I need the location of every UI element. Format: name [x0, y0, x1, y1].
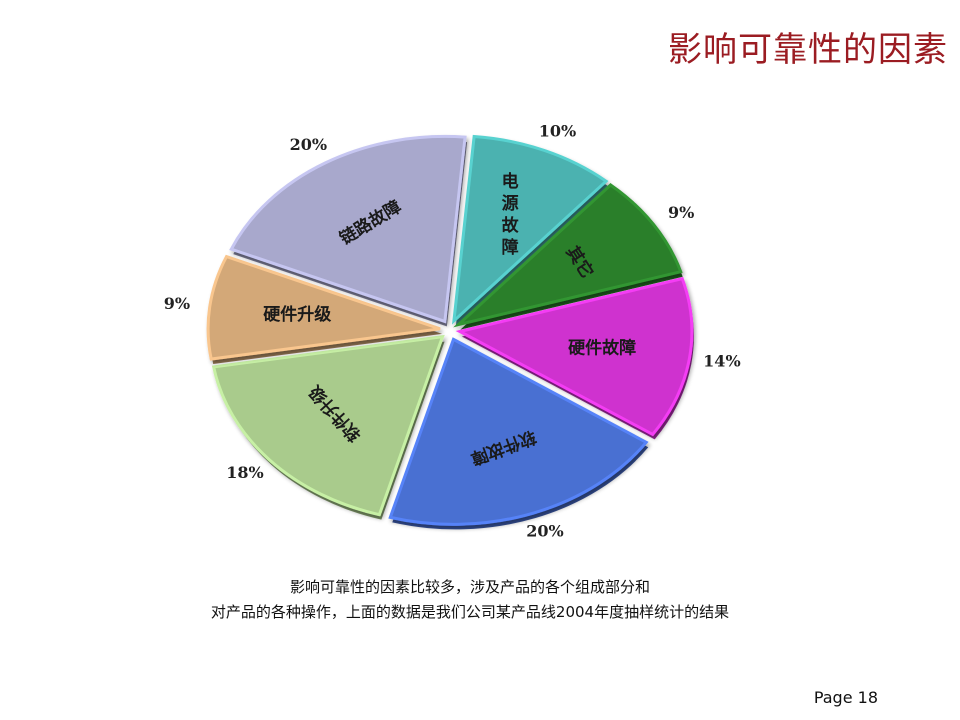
slice-1-label: 电源故障	[502, 171, 520, 258]
slice-7-wedge	[229, 134, 467, 324]
slice-5-percent: 18%	[226, 463, 263, 482]
slice-1-percent: 10%	[539, 122, 576, 141]
slice-1-wedge	[451, 134, 609, 325]
slice-3-percent: 14%	[703, 352, 740, 371]
slice-2-percent: 9%	[668, 203, 694, 222]
slice-2-wedge	[453, 183, 683, 328]
slice-6-label: 硬件升级	[263, 304, 331, 325]
slice-4-percent: 20%	[526, 521, 563, 540]
caption-line-2: 对产品的各种操作，上面的数据是我们公司某产品线2004年度抽样统计的结果	[210, 603, 730, 621]
slice-3-wedge	[455, 276, 694, 437]
slice-7-percent: 20%	[290, 135, 327, 154]
slice-5-wedge	[211, 334, 445, 517]
slice-3-label: 硬件故障	[568, 338, 636, 359]
slice-4-wedge	[388, 337, 649, 526]
slice-6-wedge	[206, 254, 441, 361]
slice-6-percent: 9%	[164, 294, 190, 313]
slide-title: 影响可靠性的因素	[668, 30, 948, 70]
caption-line-1: 影响可靠性的因素比较多，涉及产品的各个组成部分和	[289, 578, 650, 596]
page-number: Page 18	[813, 688, 878, 707]
